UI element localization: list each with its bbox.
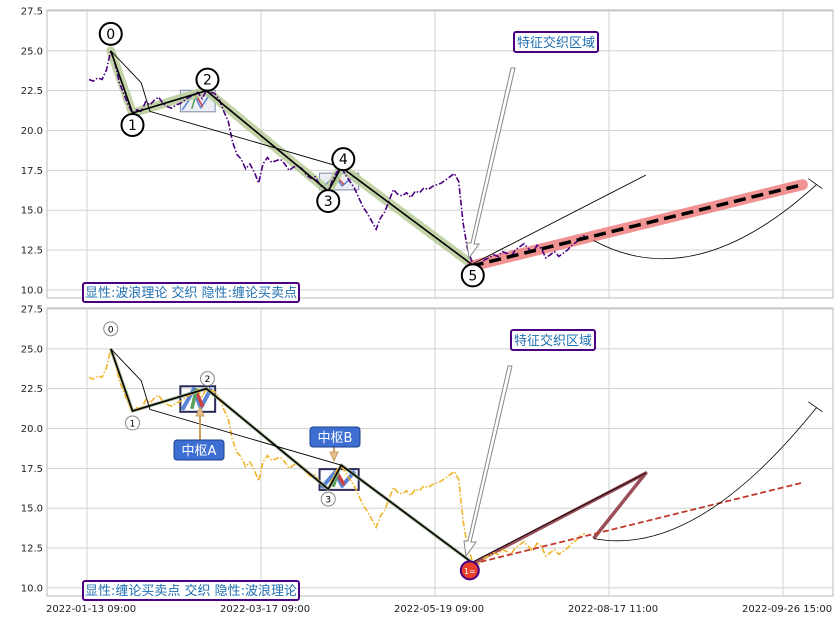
caption-box (82, 282, 300, 303)
annotation-box (510, 329, 596, 351)
point-circle-icon (103, 321, 119, 337)
y-tick-label: 10.0 (21, 285, 43, 296)
y-tick-label: 17.5 (21, 166, 43, 177)
top-annotation: 特征交织区域 (466, 31, 599, 260)
zhongshu-label-box (173, 439, 225, 461)
annotation-box (513, 31, 599, 53)
wave-label: 0 (106, 27, 115, 43)
bottom-caption: 显性:缠论买卖点 交织 隐性:波浪理论 (82, 580, 300, 601)
wave-label: 3 (324, 194, 333, 210)
price-line (88, 47, 586, 269)
projection-arc (593, 407, 817, 542)
y-tick-label: 25.0 (21, 46, 43, 57)
arc-cap (808, 401, 823, 413)
bottom-y-tick-labels: 27.5 25.0 22.5 20.0 17.5 15.0 12.5 10.0 (21, 305, 43, 595)
point-label: 3 (325, 496, 331, 506)
y-tick-label: 12.5 (21, 544, 43, 555)
x-tick-label: 2022-03-17 09:00 (220, 604, 310, 615)
y-tick-label: 12.5 (21, 246, 43, 257)
projection-line (471, 183, 803, 268)
point-label: 1 (130, 419, 136, 429)
buy-point-marker-icon (459, 560, 480, 581)
point-label: 0 (108, 325, 114, 335)
wave-circle-icon (195, 67, 220, 92)
wave-circle-icon (98, 21, 123, 46)
top-y-tick-labels: 27.5 25.0 22.5 20.0 17.5 15.0 12.5 10.0 (21, 7, 43, 297)
y-tick-label: 17.5 (21, 464, 43, 475)
caption-text: 显性:波浪理论 交织 隐性:缠论买卖点 (85, 285, 297, 301)
y-tick-label: 20.0 (21, 126, 43, 137)
bottom-panel: 27.5 25.0 22.5 20.0 17.5 15.0 12.5 10.0 0 1 2 3 1= 中… (21, 305, 834, 601)
zhongshu-label: 中枢A (182, 444, 217, 459)
top-series (88, 46, 823, 272)
y-tick-label: 27.5 (21, 7, 43, 18)
projection-line (471, 481, 803, 565)
x-tick-label: 2022-01-13 09:00 (46, 604, 136, 615)
top-wave-labels: 0 1 2 3 4 5 (98, 21, 485, 288)
bottom-plot-area (46, 307, 834, 597)
zhongshu-label: 中枢B (318, 431, 353, 446)
point-circle-icon (125, 415, 140, 431)
wave-outline (110, 348, 647, 563)
y-tick-label: 22.5 (21, 86, 43, 97)
y-tick-label: 15.0 (21, 206, 43, 217)
x-tick-label: 2022-08-17 11:00 (568, 604, 658, 615)
y-tick-label: 15.0 (21, 504, 43, 515)
wave-circle-icon (316, 189, 341, 214)
bottom-series (88, 345, 823, 567)
buy-point-label: 1= (464, 567, 476, 576)
top-grid (47, 10, 833, 298)
wave-label: 2 (203, 73, 212, 89)
wave-circle-icon (120, 112, 145, 137)
y-tick-label: 10.0 (21, 583, 43, 594)
x-tick-labels: 2022-01-13 09:00 2022-03-17 09:00 2022-05-… (46, 604, 832, 615)
y-tick-label: 22.5 (21, 384, 43, 395)
wave-label: 1 (128, 118, 137, 134)
caption-box (82, 580, 300, 601)
top-caption: 显性:波浪理论 交织 隐性:缠论买卖点 (82, 282, 300, 303)
annotation-arrow-icon (466, 67, 516, 260)
price-line (88, 345, 586, 567)
zone-stroke-blue (180, 387, 213, 411)
y-tick-label: 27.5 (21, 305, 43, 316)
annotation-arrow-icon (463, 365, 513, 558)
y-tick-label: 25.0 (21, 344, 43, 355)
top-plot-area (46, 9, 834, 299)
zone-stroke-blue (181, 91, 212, 111)
zhongshu-label-box (309, 426, 361, 448)
annotation-text: 特征交织区域 (514, 333, 592, 349)
wave-outline (110, 50, 647, 265)
x-tick-label: 2022-05-19 09:00 (394, 604, 484, 615)
wave-circle-icon (331, 147, 356, 172)
bottom-point-labels: 0 1 2 3 1= 中枢A 中枢B (103, 321, 480, 581)
annotation-text: 特征交织区域 (517, 35, 595, 51)
arc-cap (808, 178, 823, 190)
zhongshu-arrow-head (329, 451, 339, 463)
caption-text: 显性:缠论买卖点 交织 隐性:波浪理论 (85, 583, 297, 599)
projection-arc (593, 184, 817, 260)
point-circle-icon (199, 371, 215, 387)
top-panel: 27.525.022.520.017.515.012.510.0 012345 … (21, 7, 834, 303)
point-label: 2 (205, 375, 211, 385)
x-tick-label: 2022-09-26 15:00 (742, 604, 832, 615)
bottom-annotation: 特征交织区域 (463, 329, 596, 558)
wave-label: 4 (339, 152, 348, 168)
point-circle-icon (320, 491, 336, 507)
wave-label: 5 (468, 268, 477, 284)
wave-circle-icon (460, 263, 485, 288)
zhongshu-arrow-head (195, 405, 205, 417)
y-tick-label: 20.0 (21, 424, 43, 435)
